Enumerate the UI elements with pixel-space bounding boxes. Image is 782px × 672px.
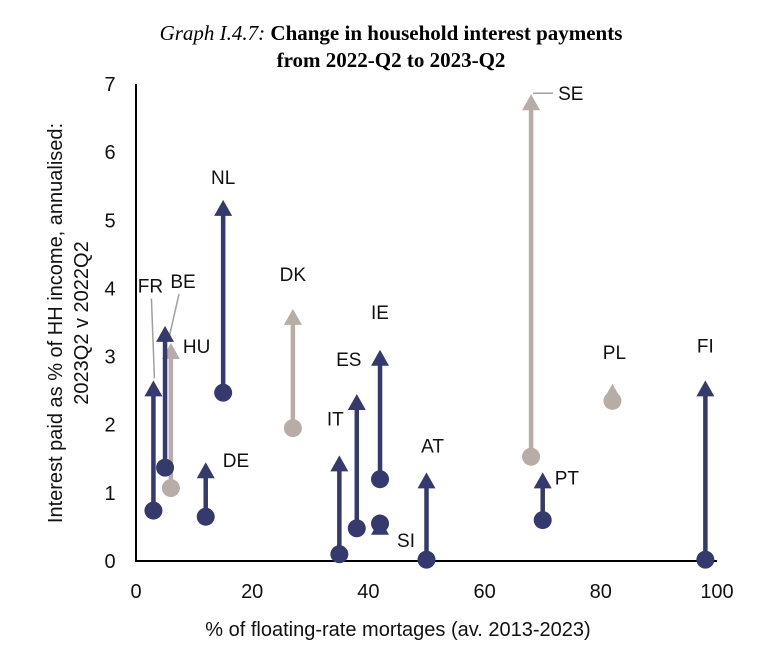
- x-tick-label: 100: [700, 581, 733, 603]
- arrow-it: [330, 455, 349, 564]
- country-labels: HU DK SE PL FR BE DE NL IT ES SI IE AT PT FI: [138, 84, 714, 552]
- start-marker-2022q2: [533, 511, 552, 530]
- start-marker-2022q2: [417, 550, 436, 569]
- country-label-hu: HU: [183, 337, 210, 358]
- y-tick-label: 4: [104, 278, 115, 300]
- country-label-si: SI: [397, 531, 415, 552]
- arrow-se: [522, 94, 541, 466]
- arrow-head-2023q2: [371, 518, 390, 535]
- arrows: [144, 94, 715, 569]
- country-label-nl: NL: [211, 168, 235, 189]
- start-marker-2022q2: [144, 501, 163, 520]
- arrow-si: [371, 514, 390, 535]
- start-marker-2022q2: [214, 383, 233, 402]
- x-tick-label: 0: [130, 581, 141, 603]
- leader-line-fr: [150, 298, 156, 379]
- country-label-it: IT: [327, 409, 344, 430]
- x-axis-label: % of floating-rate mortages (av. 2013-20…: [205, 619, 590, 641]
- start-marker-2022q2: [283, 419, 302, 438]
- start-marker-2022q2: [196, 507, 215, 526]
- arrow-head-2023q2: [283, 308, 302, 325]
- start-marker-2022q2: [696, 550, 715, 569]
- y-tick-label: 5: [104, 210, 115, 232]
- title-main: Change in household interest payments: [270, 21, 623, 45]
- arrow-fr: [144, 380, 163, 520]
- x-tick-label: 20: [241, 581, 263, 603]
- country-label-es: ES: [336, 350, 361, 371]
- arrow-pt: [533, 472, 552, 530]
- arrow-be: [156, 325, 175, 477]
- arrow-head-2023q2: [347, 394, 366, 411]
- country-label-se: SE: [558, 84, 583, 105]
- start-marker-2022q2: [161, 479, 180, 498]
- arrow-head-2023q2: [144, 380, 163, 397]
- country-label-pt: PT: [555, 468, 580, 489]
- arrow-head-2023q2: [330, 455, 349, 472]
- arrow-head-2023q2: [522, 94, 541, 111]
- arrow-ie: [371, 349, 390, 489]
- arrow-head-2023q2: [214, 199, 233, 216]
- x-tick-labels: 0 20 40 60 80 100: [130, 581, 733, 603]
- x-tick-label: 60: [473, 581, 495, 603]
- start-marker-2022q2: [330, 545, 349, 564]
- arrow-head-2023q2: [533, 472, 552, 489]
- start-marker-2022q2: [522, 447, 541, 466]
- country-label-de: DE: [223, 451, 249, 472]
- y-tick-label: 7: [104, 74, 115, 96]
- arrow-head-2023q2: [696, 380, 715, 397]
- country-label-ie: IE: [371, 303, 389, 324]
- country-label-pl: PL: [603, 343, 626, 364]
- country-label-be: BE: [170, 272, 195, 293]
- country-label-at: AT: [421, 436, 444, 457]
- start-marker-2022q2: [156, 458, 175, 477]
- arrow-nl: [214, 199, 233, 402]
- y-tick-labels: 0 1 2 3 4 5 6 7: [104, 74, 115, 573]
- country-label-dk: DK: [280, 265, 307, 286]
- arrow-head-2023q2: [417, 472, 436, 489]
- arrow-dk: [283, 308, 302, 438]
- arrow-de: [196, 462, 215, 526]
- leader-line-be: [167, 293, 180, 343]
- y-tick-label: 6: [104, 142, 115, 164]
- chart-title: Graph I.4.7: Change in household interes…: [0, 20, 782, 74]
- arrow-head-2023q2: [603, 383, 622, 400]
- label-leader-lines: [150, 92, 554, 379]
- arrow-es: [347, 394, 366, 538]
- y-tick-label: 3: [104, 347, 115, 369]
- y-axis-label-line-2: 2023Q2 v 2022Q2: [71, 241, 93, 404]
- arrow-head-2023q2: [156, 325, 175, 342]
- start-marker-2022q2: [371, 470, 390, 489]
- arrow-fi: [696, 380, 715, 569]
- x-tick-label: 40: [357, 581, 379, 603]
- y-tick-label: 2: [104, 415, 115, 437]
- start-marker-2022q2: [347, 519, 366, 538]
- x-tick-label: 80: [590, 581, 612, 603]
- y-tick-label: 0: [104, 551, 115, 573]
- title-prefix: Graph I.4.7:: [159, 21, 266, 45]
- arrow-pl: [603, 383, 622, 410]
- y-axis-label: Interest paid as % of HH income, annuali…: [45, 123, 93, 523]
- arrow-at: [417, 472, 436, 569]
- country-label-fr: FR: [138, 276, 163, 297]
- arrow-head-2023q2: [196, 462, 215, 479]
- arrow-head-2023q2: [371, 349, 390, 366]
- title-line-2: from 2022-Q2 to 2023-Q2: [276, 48, 506, 72]
- country-label-fi: FI: [697, 336, 714, 357]
- y-tick-label: 1: [104, 483, 115, 505]
- title-line-1: Graph I.4.7: Change in household interes…: [0, 20, 782, 47]
- y-axis-label-line-1: Interest paid as % of HH income, annuali…: [45, 123, 67, 523]
